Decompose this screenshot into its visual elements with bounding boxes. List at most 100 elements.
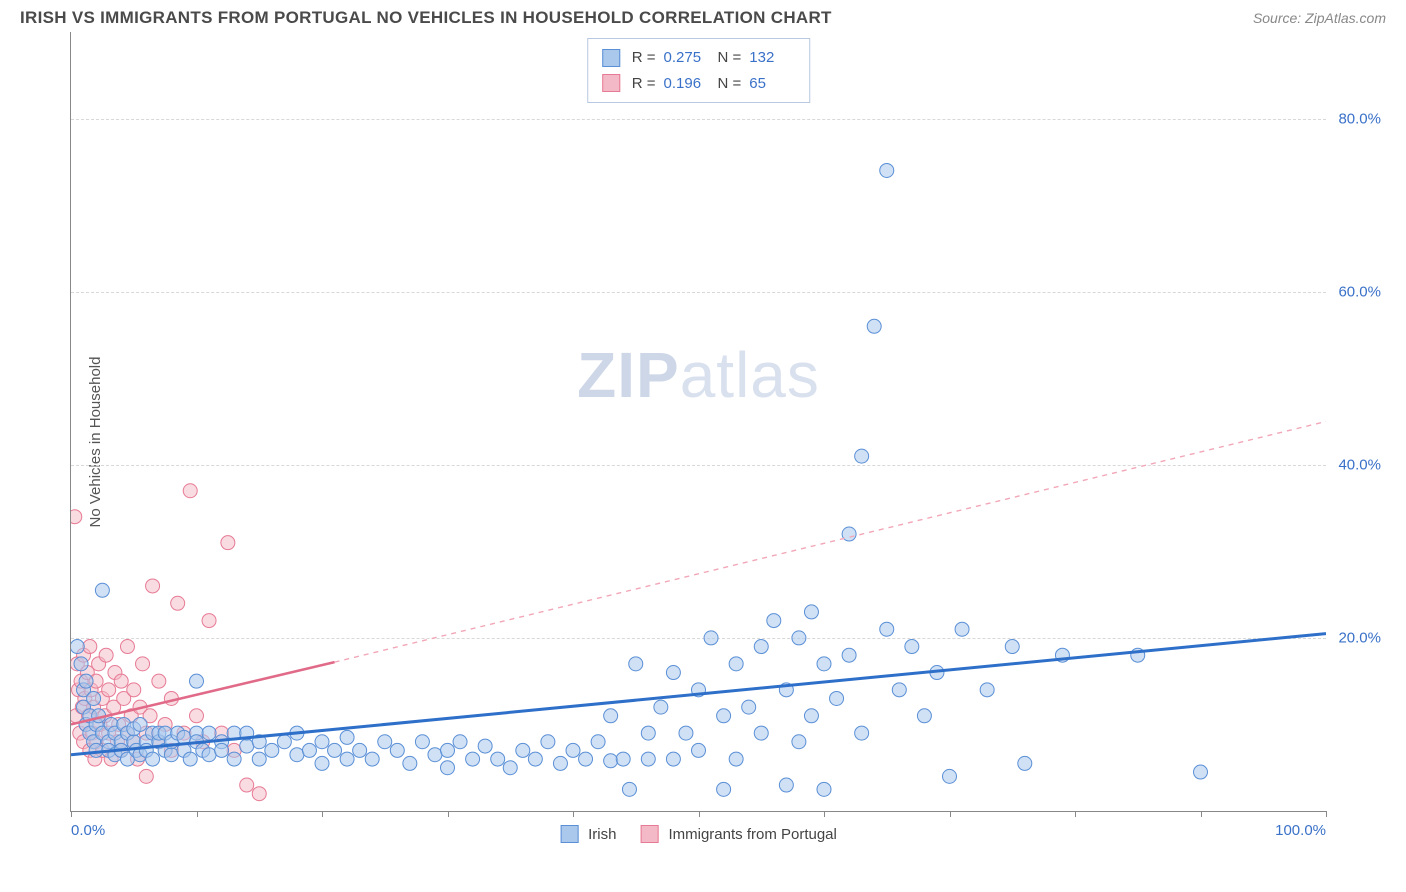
scatter-point (679, 726, 693, 740)
stats-n-label: N = (718, 45, 742, 71)
scatter-point (729, 752, 743, 766)
scatter-point (466, 752, 480, 766)
scatter-point (842, 648, 856, 662)
scatter-point (315, 756, 329, 770)
scatter-point (127, 683, 141, 697)
scatter-point (227, 752, 241, 766)
scatter-point (453, 735, 467, 749)
scatter-point (666, 752, 680, 766)
scatter-point (365, 752, 379, 766)
scatter-point (503, 761, 517, 775)
scatter-point (221, 536, 235, 550)
scatter-point (202, 614, 216, 628)
stats-r-label: R = (632, 45, 656, 71)
scatter-point (855, 726, 869, 740)
scatter-point (553, 756, 567, 770)
scatter-point (767, 614, 781, 628)
scatter-point (202, 748, 216, 762)
scatter-point (867, 319, 881, 333)
scatter-point (146, 579, 160, 593)
scatter-point (604, 754, 618, 768)
scatter-point (114, 674, 128, 688)
scatter-point (804, 605, 818, 619)
x-tick (699, 811, 700, 817)
stats-row-portugal: R = 0.196 N = 65 (602, 71, 796, 97)
scatter-point (139, 769, 153, 783)
scatter-point (817, 782, 831, 796)
scatter-point (183, 484, 197, 498)
chart-title: IRISH VS IMMIGRANTS FROM PORTUGAL NO VEH… (20, 8, 832, 28)
scatter-point (792, 735, 806, 749)
x-tick (1075, 811, 1076, 817)
y-tick-label: 80.0% (1338, 110, 1381, 127)
scatter-point (478, 739, 492, 753)
scatter-point (779, 778, 793, 792)
scatter-point (390, 743, 404, 757)
scatter-point (1194, 765, 1208, 779)
scatter-point (742, 700, 756, 714)
scatter-point (905, 640, 919, 654)
x-tick (573, 811, 574, 817)
scatter-point (622, 782, 636, 796)
scatter-point (1018, 756, 1032, 770)
scatter-point (892, 683, 906, 697)
chart-source: Source: ZipAtlas.com (1253, 10, 1386, 26)
scatter-point (190, 674, 204, 688)
scatter-point (880, 622, 894, 636)
scatter-point (880, 163, 894, 177)
scatter-point (717, 782, 731, 796)
stats-irish-r: 0.275 (664, 45, 710, 71)
scatter-point (378, 735, 392, 749)
scatter-point (428, 748, 442, 762)
scatter-point (641, 726, 655, 740)
scatter-point (152, 674, 166, 688)
plot-area: ZIPatlas R = 0.275 N = 132 R = 0.196 N =… (70, 32, 1326, 812)
stats-r-label: R = (632, 71, 656, 97)
scatter-point (441, 761, 455, 775)
scatter-point (240, 739, 254, 753)
scatter-point (102, 683, 116, 697)
legend-swatch-portugal (640, 825, 658, 843)
scatter-point (79, 674, 93, 688)
scatter-point (340, 752, 354, 766)
scatter-point (71, 510, 82, 524)
scatter-point (491, 752, 505, 766)
x-tick (448, 811, 449, 817)
plot-svg (71, 32, 1326, 811)
scatter-point (855, 449, 869, 463)
scatter-point (95, 583, 109, 597)
scatter-point (164, 748, 178, 762)
scatter-point (290, 748, 304, 762)
scatter-point (265, 743, 279, 757)
legend-item-portugal: Immigrants from Portugal (640, 825, 836, 843)
scatter-point (792, 631, 806, 645)
scatter-point (133, 717, 147, 731)
chart-container: No Vehicles in Household ZIPatlas R = 0.… (20, 32, 1386, 852)
scatter-point (804, 709, 818, 723)
stats-portugal-n: 65 (749, 71, 795, 97)
scatter-point (666, 666, 680, 680)
scatter-point (71, 640, 84, 654)
stats-row-irish: R = 0.275 N = 132 (602, 45, 796, 71)
scatter-point (315, 735, 329, 749)
legend-label-irish: Irish (588, 826, 616, 843)
stats-box: R = 0.275 N = 132 R = 0.196 N = 65 (587, 38, 811, 103)
stats-portugal-r: 0.196 (664, 71, 710, 97)
scatter-point (202, 726, 216, 740)
scatter-point (604, 709, 618, 723)
y-tick-label: 40.0% (1338, 456, 1381, 473)
legend: Irish Immigrants from Portugal (560, 825, 837, 843)
scatter-point (171, 596, 185, 610)
scatter-point (441, 743, 455, 757)
scatter-point (830, 691, 844, 705)
scatter-point (729, 657, 743, 671)
scatter-point (692, 743, 706, 757)
swatch-portugal (602, 74, 620, 92)
scatter-point (541, 735, 555, 749)
x-tick (197, 811, 198, 817)
scatter-point (754, 640, 768, 654)
scatter-point (252, 787, 266, 801)
scatter-point (328, 743, 342, 757)
x-axis-label-right: 100.0% (1275, 822, 1326, 839)
y-tick-label: 20.0% (1338, 629, 1381, 646)
